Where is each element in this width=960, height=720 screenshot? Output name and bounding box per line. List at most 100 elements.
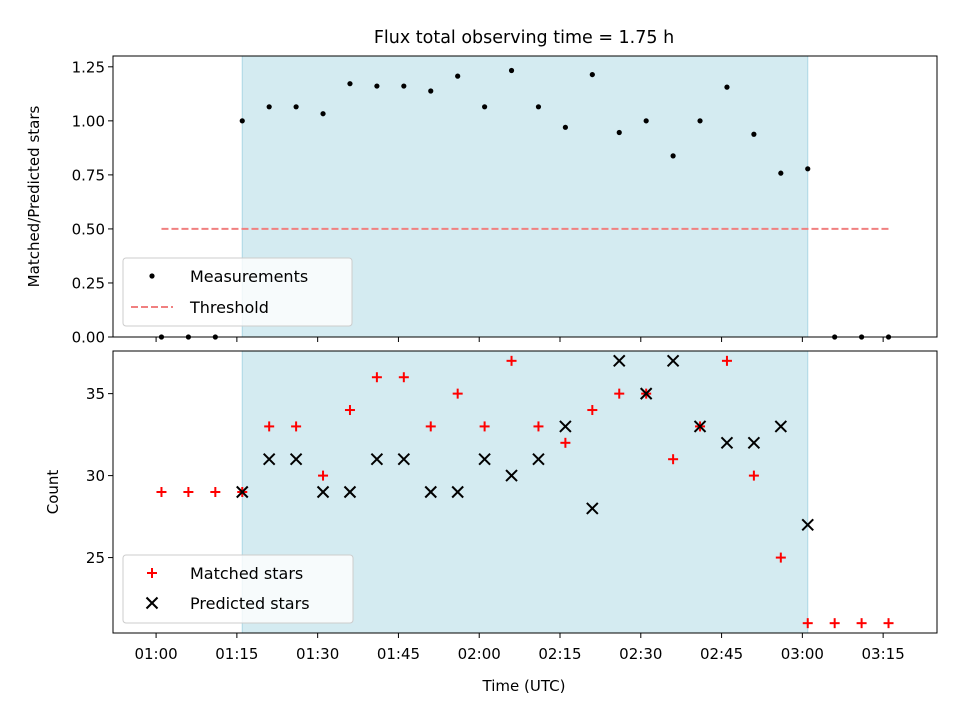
matched-star-point (883, 618, 894, 629)
legend-matched-marker (147, 568, 157, 578)
y-tick: 0.75 (72, 166, 113, 184)
y-tick-label: 30 (86, 467, 105, 485)
top-panel: Flux total observing time = 1.75 h 0.00 0… (25, 28, 938, 347)
predicted-star-point (639, 387, 653, 400)
legend-threshold-label: Threshold (189, 298, 269, 317)
x-tick-label: 02:45 (700, 645, 743, 663)
measurement-point (428, 88, 434, 94)
predicted-star-point (451, 485, 464, 499)
predicted-star-point (262, 453, 276, 466)
predicted-star-point (236, 485, 249, 499)
x-tick-label: 02:00 (458, 645, 501, 663)
predicted-star-point (316, 485, 330, 499)
measurement-point (401, 83, 407, 89)
x-tick: 02:45 (700, 633, 743, 663)
y-tick-label: 35 (86, 385, 105, 403)
predicted-star-point (801, 518, 814, 531)
measurement-point (508, 67, 515, 74)
matched-star-point (802, 618, 813, 629)
predicted-star-point (532, 453, 545, 466)
matched-star-point (452, 388, 463, 399)
matched-star-point (371, 372, 382, 383)
y-tick-label: 0.00 (72, 329, 105, 347)
matched-star-point (156, 487, 167, 497)
measurement-point (320, 111, 326, 117)
y-tick: 0.50 (72, 220, 113, 238)
matched-star-point (479, 421, 490, 432)
matched-star-point (748, 470, 759, 481)
bottom-legend: Matched stars Predicted stars (122, 554, 354, 624)
y-tick: 35 (86, 385, 113, 403)
x-tick: 01:30 (296, 633, 339, 663)
top-y-axis-label: Matched/Predicted stars (25, 106, 43, 288)
predicted-star-point (693, 420, 707, 433)
predicted-star-point (343, 485, 357, 499)
x-tick: 02:15 (538, 633, 582, 663)
predicted-star-point (478, 453, 491, 466)
matched-star-point (614, 388, 625, 399)
predicted-star-point (559, 420, 572, 433)
x-tick-label: 03:15 (862, 645, 905, 663)
x-tick-label: 01:30 (296, 645, 339, 663)
measurement-point (562, 124, 568, 130)
matched-star-point (291, 421, 302, 432)
measurement-point (293, 104, 299, 110)
bottom-y-axis-label: Count (44, 470, 62, 515)
measurement-point (778, 170, 784, 176)
measurement-point (239, 118, 245, 124)
matched-star-point (183, 487, 194, 497)
predicted-star-point (613, 354, 626, 368)
legend-matched-label: Matched stars (190, 564, 303, 583)
bottom-axes-frame (112, 350, 938, 634)
x-axis-label: Time (UTC) (482, 677, 566, 695)
matched-star-point (425, 421, 436, 432)
legend-predicted-label: Predicted stars (190, 594, 310, 613)
x-tick: 03:15 (862, 633, 905, 663)
x-tick: 02:00 (458, 633, 501, 663)
predicted-star-point (370, 453, 384, 466)
bottom-legend-box (122, 554, 354, 624)
matched-star-point (560, 437, 571, 448)
matched-star-point (775, 552, 786, 563)
matched-star-point (344, 405, 355, 416)
predicted-star-point (424, 485, 437, 499)
x-tick: 01:45 (377, 633, 420, 663)
matched-star-point (668, 454, 679, 465)
predicted-star-point (774, 420, 788, 433)
bottom-panel: 25 30 35 01:00 01:15 01:30 01:45 02:00 02:15 02:… (44, 350, 938, 695)
y-tick-label: 0.75 (72, 166, 105, 184)
x-tick: 01:15 (215, 633, 258, 663)
measurement-point (535, 104, 542, 110)
bottom-y-ticks: 25 30 35 (86, 385, 113, 567)
top-x-ticks (155, 337, 884, 342)
measurement-point (347, 81, 353, 87)
measurement-point (643, 118, 649, 124)
top-legend-box (122, 257, 353, 327)
top-axes-frame (112, 55, 938, 338)
measurement-point (724, 84, 730, 90)
predicted-star-point (505, 469, 518, 482)
chart-title: Flux total observing time = 1.75 h (374, 28, 674, 48)
measurement-point (670, 153, 676, 159)
x-tick-label: 01:00 (134, 645, 177, 663)
matched-star-point (264, 421, 275, 432)
matched-star-point (587, 405, 598, 416)
count-points (156, 354, 894, 629)
measurement-point (482, 104, 488, 110)
predicted-star-point (747, 436, 761, 450)
measurement-point (751, 131, 757, 137)
measurement-point (697, 118, 703, 124)
y-tick-label: 25 (86, 549, 105, 567)
x-tick: 03:00 (781, 633, 824, 663)
y-tick-label: 1.00 (72, 112, 105, 130)
measurement-point (616, 129, 622, 136)
measurement-point (374, 83, 380, 89)
x-tick-label: 02:30 (619, 645, 662, 663)
predicted-star-point (720, 436, 734, 450)
y-tick: 1.25 (72, 58, 113, 76)
x-tick-label: 03:00 (781, 645, 824, 663)
bottom-x-ticks: 01:00 01:15 01:30 01:45 02:00 02:15 02:30 02:45… (134, 633, 905, 663)
y-tick-label: 1.25 (72, 58, 105, 76)
measurement-point (805, 166, 811, 172)
